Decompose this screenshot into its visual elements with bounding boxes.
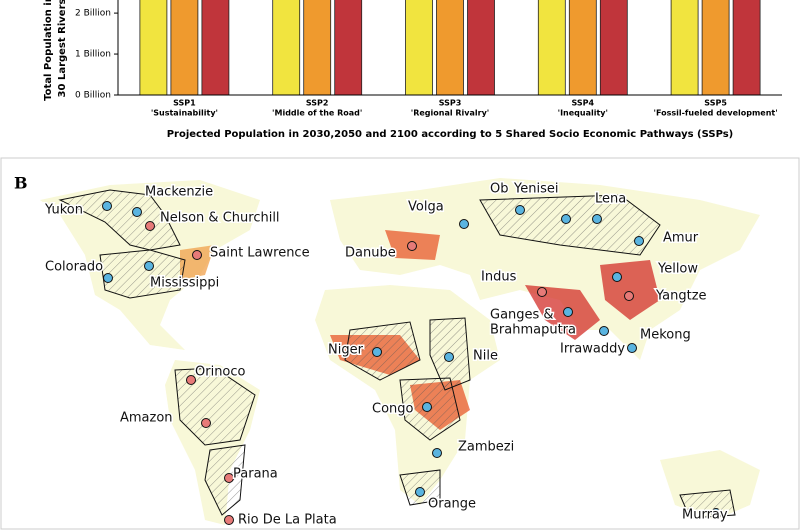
basin-marker — [224, 473, 234, 483]
basin-label: Mississippi — [150, 276, 219, 291]
basin-label: Volga — [408, 200, 444, 215]
map-panel: B Yukon Mackenzie Nelson & Churchill Saint … — [0, 157, 800, 530]
x-tick-sublabel: 'Middle of the Road' — [272, 109, 362, 118]
basin-label: Amur — [663, 231, 699, 246]
basin-label: Ob — [490, 182, 508, 197]
bar — [201, 0, 230, 95]
basin-marker — [592, 214, 602, 224]
basin-label: Colorado — [45, 260, 103, 275]
basin-marker — [407, 241, 417, 251]
basin-marker — [102, 201, 112, 211]
basin-label: Yangtze — [655, 289, 707, 304]
basin-marker — [515, 205, 525, 215]
x-tick-label: SSP1 — [173, 99, 196, 108]
basin-label: Danube — [345, 246, 396, 261]
basin-marker — [192, 250, 202, 260]
basin-marker — [415, 487, 425, 497]
basin-label: Yenisei — [513, 182, 558, 197]
basin-marker — [634, 236, 644, 246]
bar — [272, 0, 301, 95]
basin-label: Nile — [473, 349, 498, 364]
x-tick-label: SSP3 — [439, 99, 462, 108]
basin-marker — [563, 307, 573, 317]
basin-marker — [186, 375, 196, 385]
bar — [170, 0, 199, 95]
bar — [334, 0, 363, 95]
bar — [599, 0, 628, 95]
bar — [436, 0, 464, 95]
basin-label: Zambezi — [458, 440, 514, 455]
bar — [139, 0, 168, 95]
basin-marker — [711, 508, 721, 518]
x-tick-sublabel: 'Fossil-fueled development' — [654, 109, 778, 118]
x-axis-label: Projected Population in 2030,2050 and 21… — [167, 129, 734, 140]
plot-area — [139, 0, 761, 95]
basin-marker — [224, 515, 234, 525]
bar-chart: Projected Population in 2030,2050 and 21… — [43, 0, 782, 140]
basin-marker — [145, 221, 155, 231]
y-tick-label: 2 Billion — [75, 9, 111, 19]
bar — [303, 0, 332, 95]
basin-label: Mackenzie — [145, 185, 213, 200]
basin-marker — [612, 272, 622, 282]
basin-marker — [561, 214, 571, 224]
basin-marker — [627, 343, 637, 353]
basin-label: Yellow — [657, 262, 698, 277]
basin-marker — [144, 261, 154, 271]
x-tick-label: SSP2 — [306, 99, 329, 108]
bar — [732, 0, 761, 95]
basin-marker — [201, 418, 211, 428]
basin-label: Mekong — [640, 328, 691, 343]
bar — [467, 0, 495, 95]
basin-label: Rio De La Plata — [238, 513, 337, 528]
bar — [670, 0, 699, 95]
x-tick-label: SSP5 — [704, 99, 727, 108]
basin-label: Amazon — [120, 411, 173, 426]
basin-marker — [459, 219, 469, 229]
basin-marker — [432, 448, 442, 458]
basin-marker — [537, 287, 547, 297]
bar — [405, 0, 433, 95]
bar — [701, 0, 730, 95]
basin-label: Murray — [682, 508, 728, 523]
x-tick-label: SSP4 — [572, 99, 595, 108]
y-tick-label: 1 Billion — [75, 50, 111, 60]
x-tick-sublabel: 'Regional Rivalry' — [411, 109, 490, 118]
basin-label: Saint Lawrence — [210, 246, 310, 261]
basin-label: Niger — [328, 343, 364, 358]
basin-label: Indus — [481, 270, 517, 285]
basin-outlines — [58, 189, 736, 519]
basin-marker — [132, 207, 142, 217]
y-axis-label: Total Population in — [43, 0, 54, 101]
basin-label: Brahmaputra — [490, 323, 576, 338]
x-tick-sublabel: 'Sustainability' — [151, 109, 218, 118]
basin-label: Nelson & Churchill — [160, 211, 280, 226]
bar — [568, 0, 597, 95]
basin-label: Yukon — [44, 203, 83, 218]
basin-label: Parana — [233, 467, 278, 482]
basin-label: Orinoco — [195, 365, 246, 380]
basin-label: Orange — [428, 497, 476, 512]
panel-label: B — [14, 174, 28, 193]
x-tick-sublabel: 'Inequality' — [558, 109, 608, 118]
basin-marker — [103, 273, 113, 283]
basin-marker — [599, 326, 609, 336]
basin-marker — [444, 352, 454, 362]
basin-label: Irrawaddy — [560, 342, 625, 357]
basin-marker — [422, 402, 432, 412]
basin-label: Ganges & — [490, 308, 554, 323]
bar — [537, 0, 566, 95]
basin-label: Congo — [372, 402, 414, 417]
y-axis-label: 30 Largest Rivers — [57, 0, 68, 97]
basin-label: Lena — [595, 192, 626, 207]
basin-marker — [372, 347, 382, 357]
basin-marker — [624, 291, 634, 301]
y-tick-label: 0 Billion — [75, 91, 111, 101]
